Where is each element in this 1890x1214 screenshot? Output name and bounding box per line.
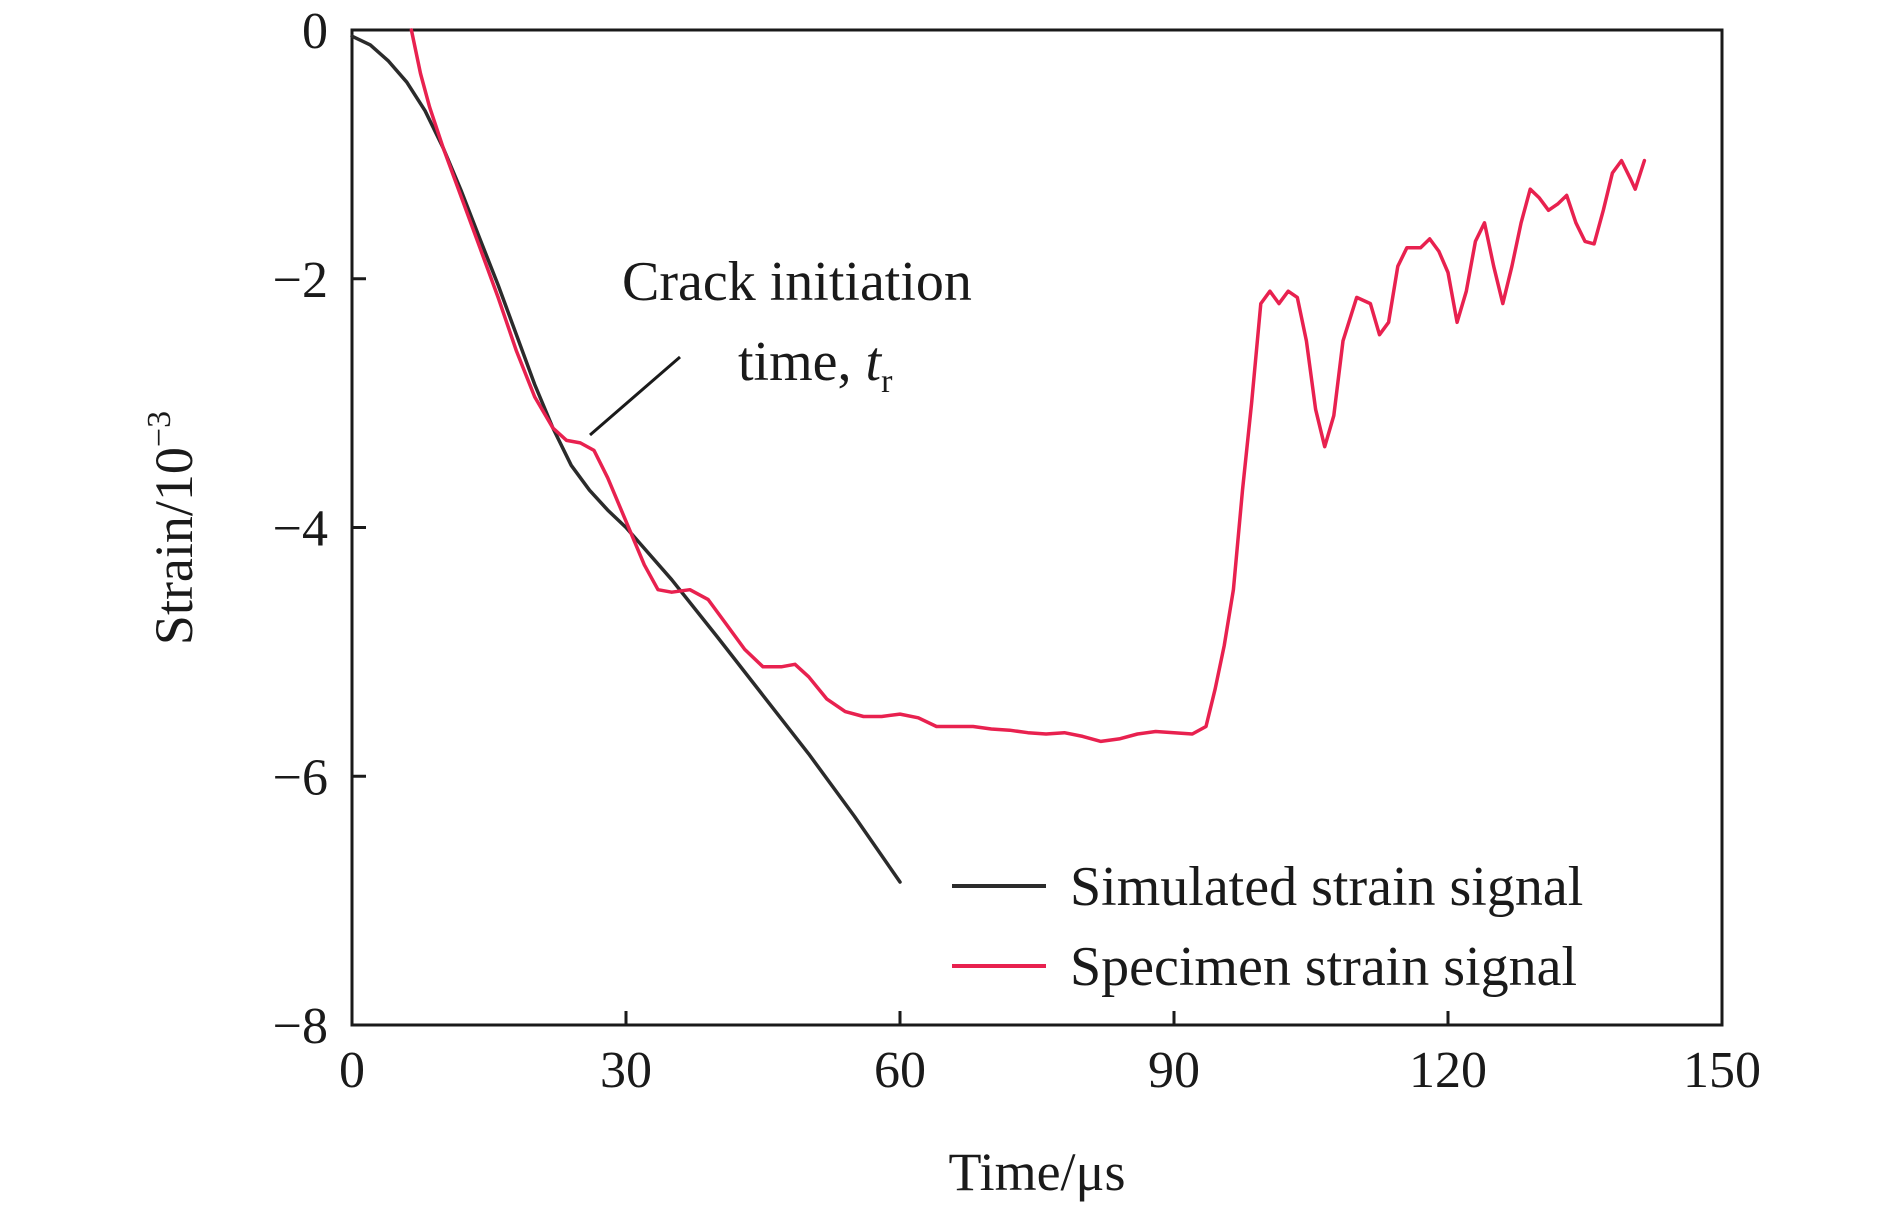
y-tick-label: 0 [302, 3, 328, 60]
annotation-symbol: t [866, 331, 883, 393]
x-tick-label: 120 [1409, 1042, 1487, 1099]
x-axis-ticks: 0 30 60 90 120 150 [339, 1011, 1761, 1099]
y-axis-ticks: 0 −2 −4 −6 −8 [273, 3, 366, 1055]
y-axis-title: Strain/10−3 [141, 411, 204, 645]
annotation-line-2: time, tr [738, 331, 893, 400]
y-axis-title-base: Strain/10 [144, 447, 204, 645]
x-tick-label: 30 [600, 1042, 652, 1099]
legend-label-specimen: Specimen strain signal [1070, 936, 1577, 998]
x-axis-title: Time/μs [948, 1142, 1125, 1202]
x-tick-label: 0 [339, 1042, 365, 1099]
annotation-line-1: Crack initiation [622, 251, 972, 313]
y-axis-title-exponent: −3 [141, 411, 178, 447]
x-tick-label: 90 [1148, 1042, 1200, 1099]
annotation-line-2-text: time, [738, 331, 866, 393]
y-tick-label: −2 [273, 252, 328, 309]
legend-label-simulated: Simulated strain signal [1070, 856, 1583, 918]
series-line-specimen [409, 28, 1647, 744]
y-tick-label: −6 [273, 749, 328, 806]
series-layer [350, 28, 1647, 884]
x-tick-label: 150 [1683, 1042, 1761, 1099]
y-tick-label: −4 [273, 501, 328, 558]
annotation-subscript: r [881, 363, 893, 400]
annotation-leader-line [589, 355, 681, 437]
legend: Simulated strain signal Specimen strain … [952, 856, 1583, 998]
series-line-simulated [350, 34, 902, 884]
y-tick-label: −8 [273, 998, 328, 1055]
x-tick-label: 60 [874, 1042, 926, 1099]
